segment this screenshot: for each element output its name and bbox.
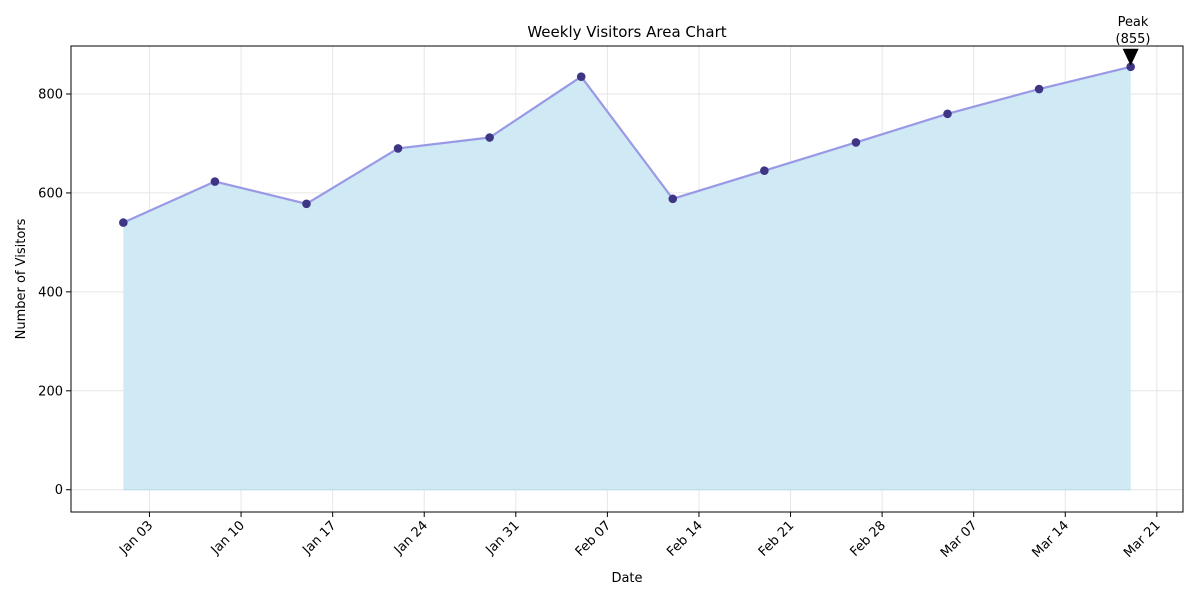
- data-point: [485, 133, 494, 142]
- data-point: [760, 166, 769, 175]
- chart-title: Weekly Visitors Area Chart: [527, 23, 726, 41]
- y-tick-label: 800: [38, 87, 63, 102]
- x-tick-label: Jan 31: [483, 518, 523, 558]
- x-tick-label: Feb 28: [847, 518, 889, 560]
- y-axis-label: Number of Visitors: [14, 218, 29, 339]
- data-point: [210, 177, 220, 186]
- data-point: [119, 218, 128, 227]
- y-tick-label: 200: [38, 384, 63, 399]
- data-point: [943, 109, 952, 119]
- plot-frame: [70, 45, 1184, 513]
- x-tick-label: Mar 07: [938, 518, 981, 561]
- x-tick-label: Jan 03: [116, 518, 156, 558]
- area-fill: [123, 66, 1131, 490]
- data-point: [393, 144, 403, 153]
- peak-annotation-value: (855): [1116, 32, 1151, 47]
- x-tick-label: Jan 10: [208, 518, 248, 558]
- data-point: [851, 138, 861, 147]
- x-tick-label: Mar 14: [1030, 518, 1073, 561]
- y-tick-label: 0: [55, 483, 63, 498]
- peak-arrow: [1122, 48, 1139, 66]
- y-tick-label: 600: [38, 186, 63, 201]
- x-tick-label: Jan 17: [299, 518, 339, 558]
- data-point: [576, 72, 586, 81]
- plot-area: [119, 62, 1135, 491]
- x-tick-label: Jan 24: [391, 518, 431, 558]
- y-tick-label: 400: [38, 285, 63, 300]
- data-point: [302, 199, 311, 209]
- x-tick-label: Feb 21: [756, 518, 798, 560]
- x-tick-label: Feb 07: [573, 518, 615, 560]
- x-tick-label: Mar 21: [1121, 518, 1164, 561]
- data-point: [1034, 84, 1044, 94]
- data-point: [1126, 62, 1135, 72]
- x-axis-label: Date: [611, 571, 642, 586]
- peak-annotation: Peak (855): [1116, 15, 1151, 66]
- x-tick-label: Feb 14: [664, 518, 706, 560]
- peak-annotation-label: Peak: [1118, 15, 1149, 30]
- data-point: [668, 194, 678, 204]
- series-line: [122, 65, 1131, 224]
